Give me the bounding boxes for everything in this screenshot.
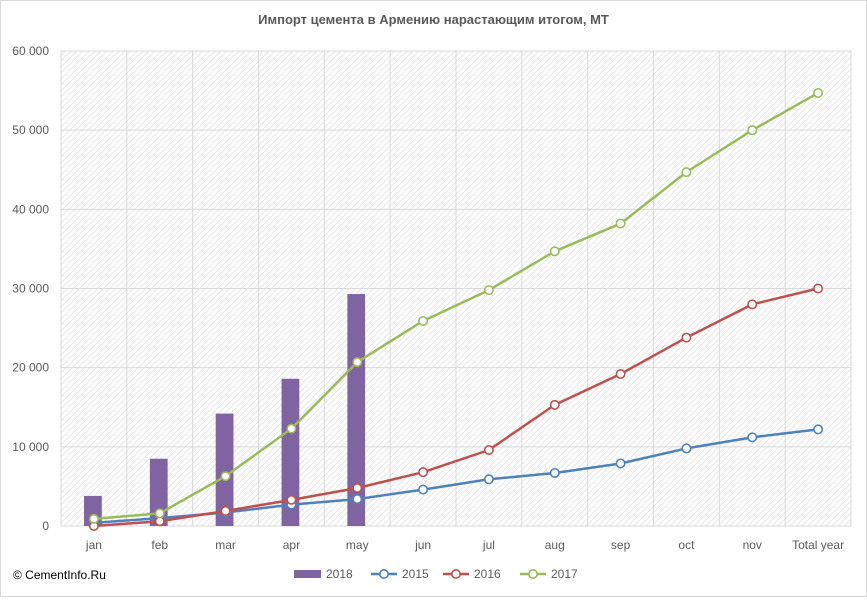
copyright-label: © CementInfo.Ru: [13, 568, 106, 582]
point-2017-sep: [615, 218, 626, 229]
x-tick-label: sep: [611, 538, 631, 552]
legend-label-2018: 2018: [326, 567, 353, 581]
point-2017-mar: [220, 471, 231, 482]
point-2015-oct: [681, 443, 692, 454]
point-2017-aug: [549, 246, 560, 257]
point-2015-Total year: [813, 424, 824, 435]
point-2016-jun: [418, 467, 429, 478]
point-2016-jul: [483, 444, 494, 455]
point-2015-nov: [747, 432, 758, 443]
point-2016-mar: [220, 505, 231, 516]
legend-label-2015: 2015: [402, 567, 429, 581]
y-tick-label: 10 000: [12, 440, 49, 454]
point-2016-Total year: [813, 283, 824, 294]
chart-title: Импорт цемента в Армению нарастающим ито…: [258, 12, 609, 27]
point-2016-apr: [286, 494, 297, 505]
y-tick-label: 20 000: [12, 361, 49, 375]
legend-marker-2017: [527, 568, 538, 579]
point-2017-nov: [747, 125, 758, 136]
point-2016-aug: [549, 399, 560, 410]
point-2016-nov: [747, 299, 758, 310]
legend-swatch-2018: [294, 570, 321, 578]
x-tick-label: aug: [545, 538, 565, 552]
x-tick-label: Total year: [792, 538, 844, 552]
legend-marker-2015: [378, 568, 389, 579]
y-tick-label: 30 000: [12, 282, 49, 296]
point-2017-feb: [154, 508, 165, 519]
x-axis: jan feb mar apr may jun jul aug sep oct nov Total y…: [85, 538, 844, 552]
x-tick-label: jul: [482, 538, 495, 552]
point-2017-apr: [286, 423, 297, 434]
line-series-group: [88, 87, 824, 531]
point-2017-oct: [681, 167, 692, 178]
x-tick-label: oct: [678, 538, 695, 552]
x-tick-label: may: [346, 538, 369, 552]
line-series-2017: [93, 91, 819, 521]
point-2015-sep: [615, 458, 626, 469]
line-series-2016: [93, 287, 819, 528]
point-2016-sep: [615, 368, 626, 379]
y-tick-label: 60 000: [12, 44, 49, 58]
bar-2018-feb: [149, 458, 168, 526]
point-2015-jun: [418, 484, 429, 495]
point-2017-jul: [483, 285, 494, 296]
point-2017-jun: [418, 315, 429, 326]
y-tick-label: 0: [42, 519, 49, 533]
x-tick-label: feb: [151, 538, 168, 552]
point-2016-may: [352, 482, 363, 493]
point-2015-may: [352, 494, 363, 505]
y-tick-label: 40 000: [12, 202, 49, 216]
point-2015-aug: [549, 467, 560, 478]
y-tick-label: 50 000: [12, 123, 49, 137]
legend-label-2017: 2017: [551, 567, 578, 581]
y-axis: 0 10 000 20 000 30 000 40 000 50 000 60 000: [12, 44, 49, 533]
bar-2018-may: [347, 294, 366, 526]
point-2017-may: [352, 357, 363, 368]
point-2017-jan: [88, 513, 99, 524]
x-tick-label: apr: [283, 538, 300, 552]
bar-2018-apr: [281, 378, 300, 526]
legend-marker-2016: [450, 568, 461, 579]
point-2017-Total year: [813, 87, 824, 98]
grid-lines: [60, 50, 852, 527]
point-2015-jul: [483, 474, 494, 485]
legend-label-2016: 2016: [474, 567, 501, 581]
point-2016-oct: [681, 332, 692, 343]
x-tick-label: nov: [743, 538, 762, 552]
x-tick-label: jan: [85, 538, 102, 552]
bar-2018-mar: [215, 413, 234, 526]
x-tick-label: jun: [414, 538, 431, 552]
x-tick-label: mar: [215, 538, 236, 552]
legend: 2018 2015 2016 2017: [294, 567, 578, 581]
